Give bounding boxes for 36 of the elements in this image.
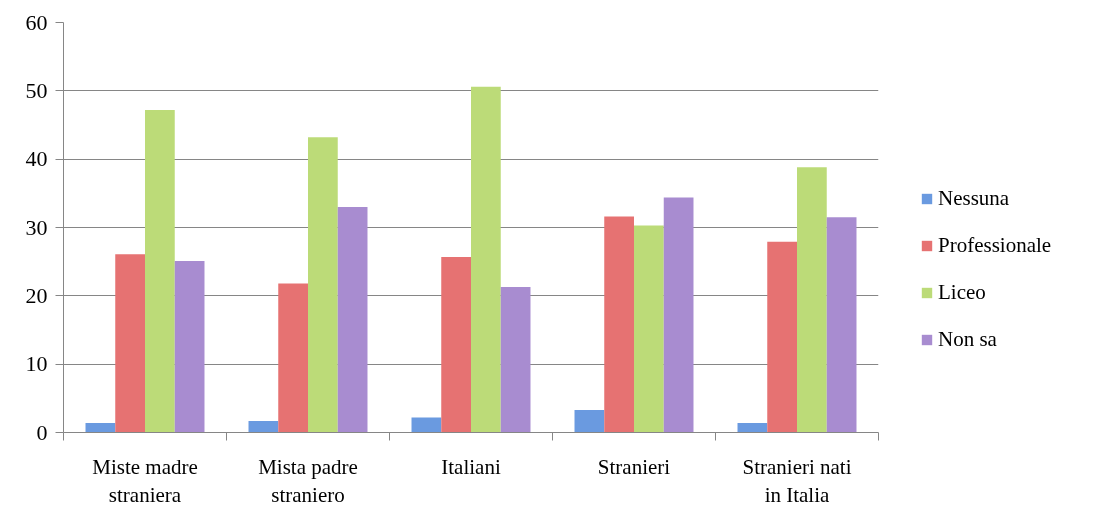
legend-label: Liceo	[938, 280, 986, 305]
bar	[411, 417, 442, 433]
y-tick-label: 40	[25, 146, 48, 172]
y-tick-label: 60	[25, 9, 48, 35]
x-tick-label: Italiani	[441, 454, 501, 479]
x-tick-label: Miste madre straniera	[92, 454, 198, 508]
y-tick-label: 0	[36, 419, 48, 445]
bar	[441, 256, 471, 433]
legend-label: Professionale	[938, 233, 1052, 258]
y-tick-label: 20	[25, 282, 48, 308]
legend-label: Nessuna	[938, 186, 1010, 211]
bar	[767, 241, 797, 433]
bar	[737, 422, 768, 433]
bar	[278, 283, 308, 433]
bar	[574, 409, 605, 433]
legend-label: Non sa	[938, 327, 997, 352]
x-tick-label: Mista padre straniero	[258, 454, 358, 508]
bar	[604, 216, 634, 433]
bar	[115, 254, 145, 433]
bar	[337, 207, 368, 433]
bar	[248, 420, 279, 433]
bar	[634, 225, 664, 433]
bar	[308, 137, 338, 433]
bar	[500, 286, 531, 433]
y-tick-label: 50	[25, 77, 48, 103]
x-tick-label: Stranieri	[597, 454, 671, 479]
bar	[826, 217, 857, 433]
x-tick-label: Stranieri nati in Italia	[742, 454, 852, 508]
bar	[174, 260, 205, 433]
bar	[797, 167, 827, 433]
bar	[471, 86, 501, 433]
bar	[663, 197, 694, 433]
bar	[85, 422, 116, 433]
y-tick-label: 10	[25, 351, 48, 377]
y-tick-label: 30	[25, 214, 48, 240]
bar	[145, 109, 175, 433]
